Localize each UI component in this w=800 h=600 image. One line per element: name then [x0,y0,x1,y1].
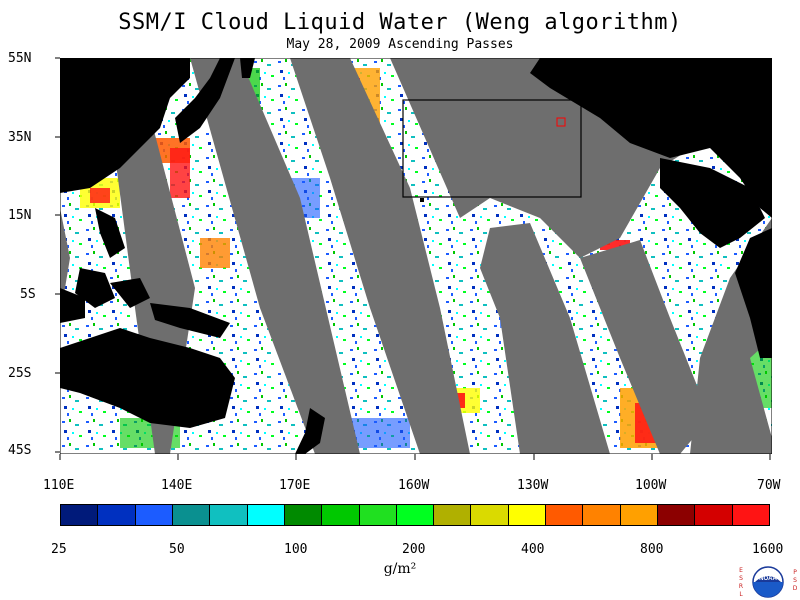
cloud-water-map [60,58,772,454]
colorbar-segment [620,505,658,525]
target-marker [556,117,566,127]
lat-label: 5S [20,287,36,302]
colorbar-segment [583,505,621,525]
colorbar-segment [210,505,248,525]
colorbar-segment [322,505,360,525]
chart-subtitle: May 28, 2009 Ascending Passes [286,37,514,52]
colorbar-segment [546,505,584,525]
svg-text:D: D [793,585,798,592]
colorbar-label: 400 [521,542,545,557]
lon-label: 70W [757,478,781,493]
colorbar-label: 50 [169,542,185,557]
chart-title: SSM/I Cloud Liquid Water (Weng algorithm… [118,10,682,35]
svg-text:S: S [739,575,743,582]
colorbar-segment [434,505,472,525]
svg-text:R: R [739,583,743,590]
svg-text:L: L [739,591,743,598]
region-box [402,99,582,198]
colorbar-segment [284,505,323,525]
colorbar [60,504,770,526]
colorbar-segment [61,505,99,525]
lon-label: 170E [279,478,311,493]
colorbar-segment [396,505,435,525]
colorbar-segment [98,505,136,525]
lat-label: 45S [8,443,32,458]
colorbar-segment [471,505,509,525]
svg-text:NOAA: NOAA [759,576,777,582]
colorbar-segment [247,505,285,525]
noaa-logo: NOAA E S R L P S D [739,566,798,598]
colorbar-label: 800 [640,542,664,557]
colorbar-segment [135,505,173,525]
lat-label: 35N [8,130,32,145]
svg-text:P: P [793,569,797,576]
units-label: g/m² [383,561,417,577]
land-masses [60,58,772,454]
lon-label: 110E [43,478,75,493]
colorbar-label: 100 [284,542,308,557]
lon-label: 100W [635,478,667,493]
colorbar-segment [172,505,211,525]
lon-label: 160W [398,478,430,493]
colorbar-label: 1600 [752,542,784,557]
colorbar-segment [658,505,696,525]
svg-text:E: E [739,567,743,574]
colorbar-segment [359,505,397,525]
colorbar-segment [732,505,769,525]
svg-text:S: S [793,577,797,584]
lat-label: 25S [8,366,32,381]
colorbar-label: 200 [402,542,426,557]
lon-label: 140E [161,478,193,493]
colorbar-segment [695,505,733,525]
colorbar-label: 25 [51,542,67,557]
lon-label: 130W [517,478,549,493]
lat-label: 15N [8,208,32,223]
lat-label: 55N [8,51,32,66]
colorbar-segment [508,505,547,525]
